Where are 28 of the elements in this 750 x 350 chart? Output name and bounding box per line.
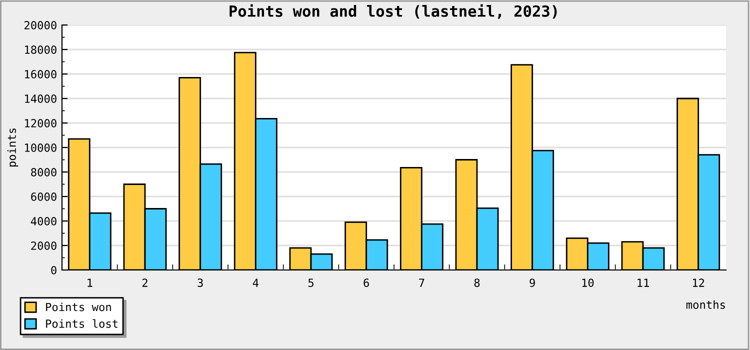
- x-tick-label: 12: [692, 278, 704, 287]
- x-tick-label: 7: [419, 278, 424, 287]
- x-tick-label: 5: [308, 278, 314, 287]
- y-tick-label: 18000: [25, 46, 56, 54]
- x-tick-label: 4: [252, 278, 258, 287]
- x-tick-label: 6: [364, 278, 369, 287]
- x-tick-label: 1: [88, 278, 92, 287]
- x-tick-label: 3: [198, 278, 203, 287]
- y-tick-label: 10000: [25, 144, 56, 152]
- x-tick-label: 9: [530, 278, 535, 287]
- x-tick-label: 2: [142, 278, 148, 287]
- x-axis-title: months: [686, 300, 725, 309]
- legend-label: Points lost: [46, 319, 118, 328]
- y-tick-label: 16000: [25, 70, 56, 78]
- x-tick-label: 10: [582, 278, 594, 287]
- y-axis-title: points: [7, 128, 18, 167]
- y-tick-label: 2000: [31, 242, 56, 250]
- y-tick-label: 6000: [31, 192, 56, 201]
- y-tick-label: 0: [51, 266, 56, 274]
- chart-title: Points won and lost (lastneil, 2023): [230, 4, 557, 19]
- legend-label: Points won: [46, 302, 111, 312]
- y-tick-label: 12000: [25, 119, 56, 128]
- x-tick-label: 11: [638, 278, 649, 287]
- y-tick-label: 20000: [24, 21, 56, 30]
- y-tick-label: 8000: [31, 168, 56, 176]
- x-tick-label: 8: [474, 278, 480, 287]
- y-tick-label: 4000: [30, 217, 56, 226]
- y-tick-label: 14000: [25, 94, 56, 103]
